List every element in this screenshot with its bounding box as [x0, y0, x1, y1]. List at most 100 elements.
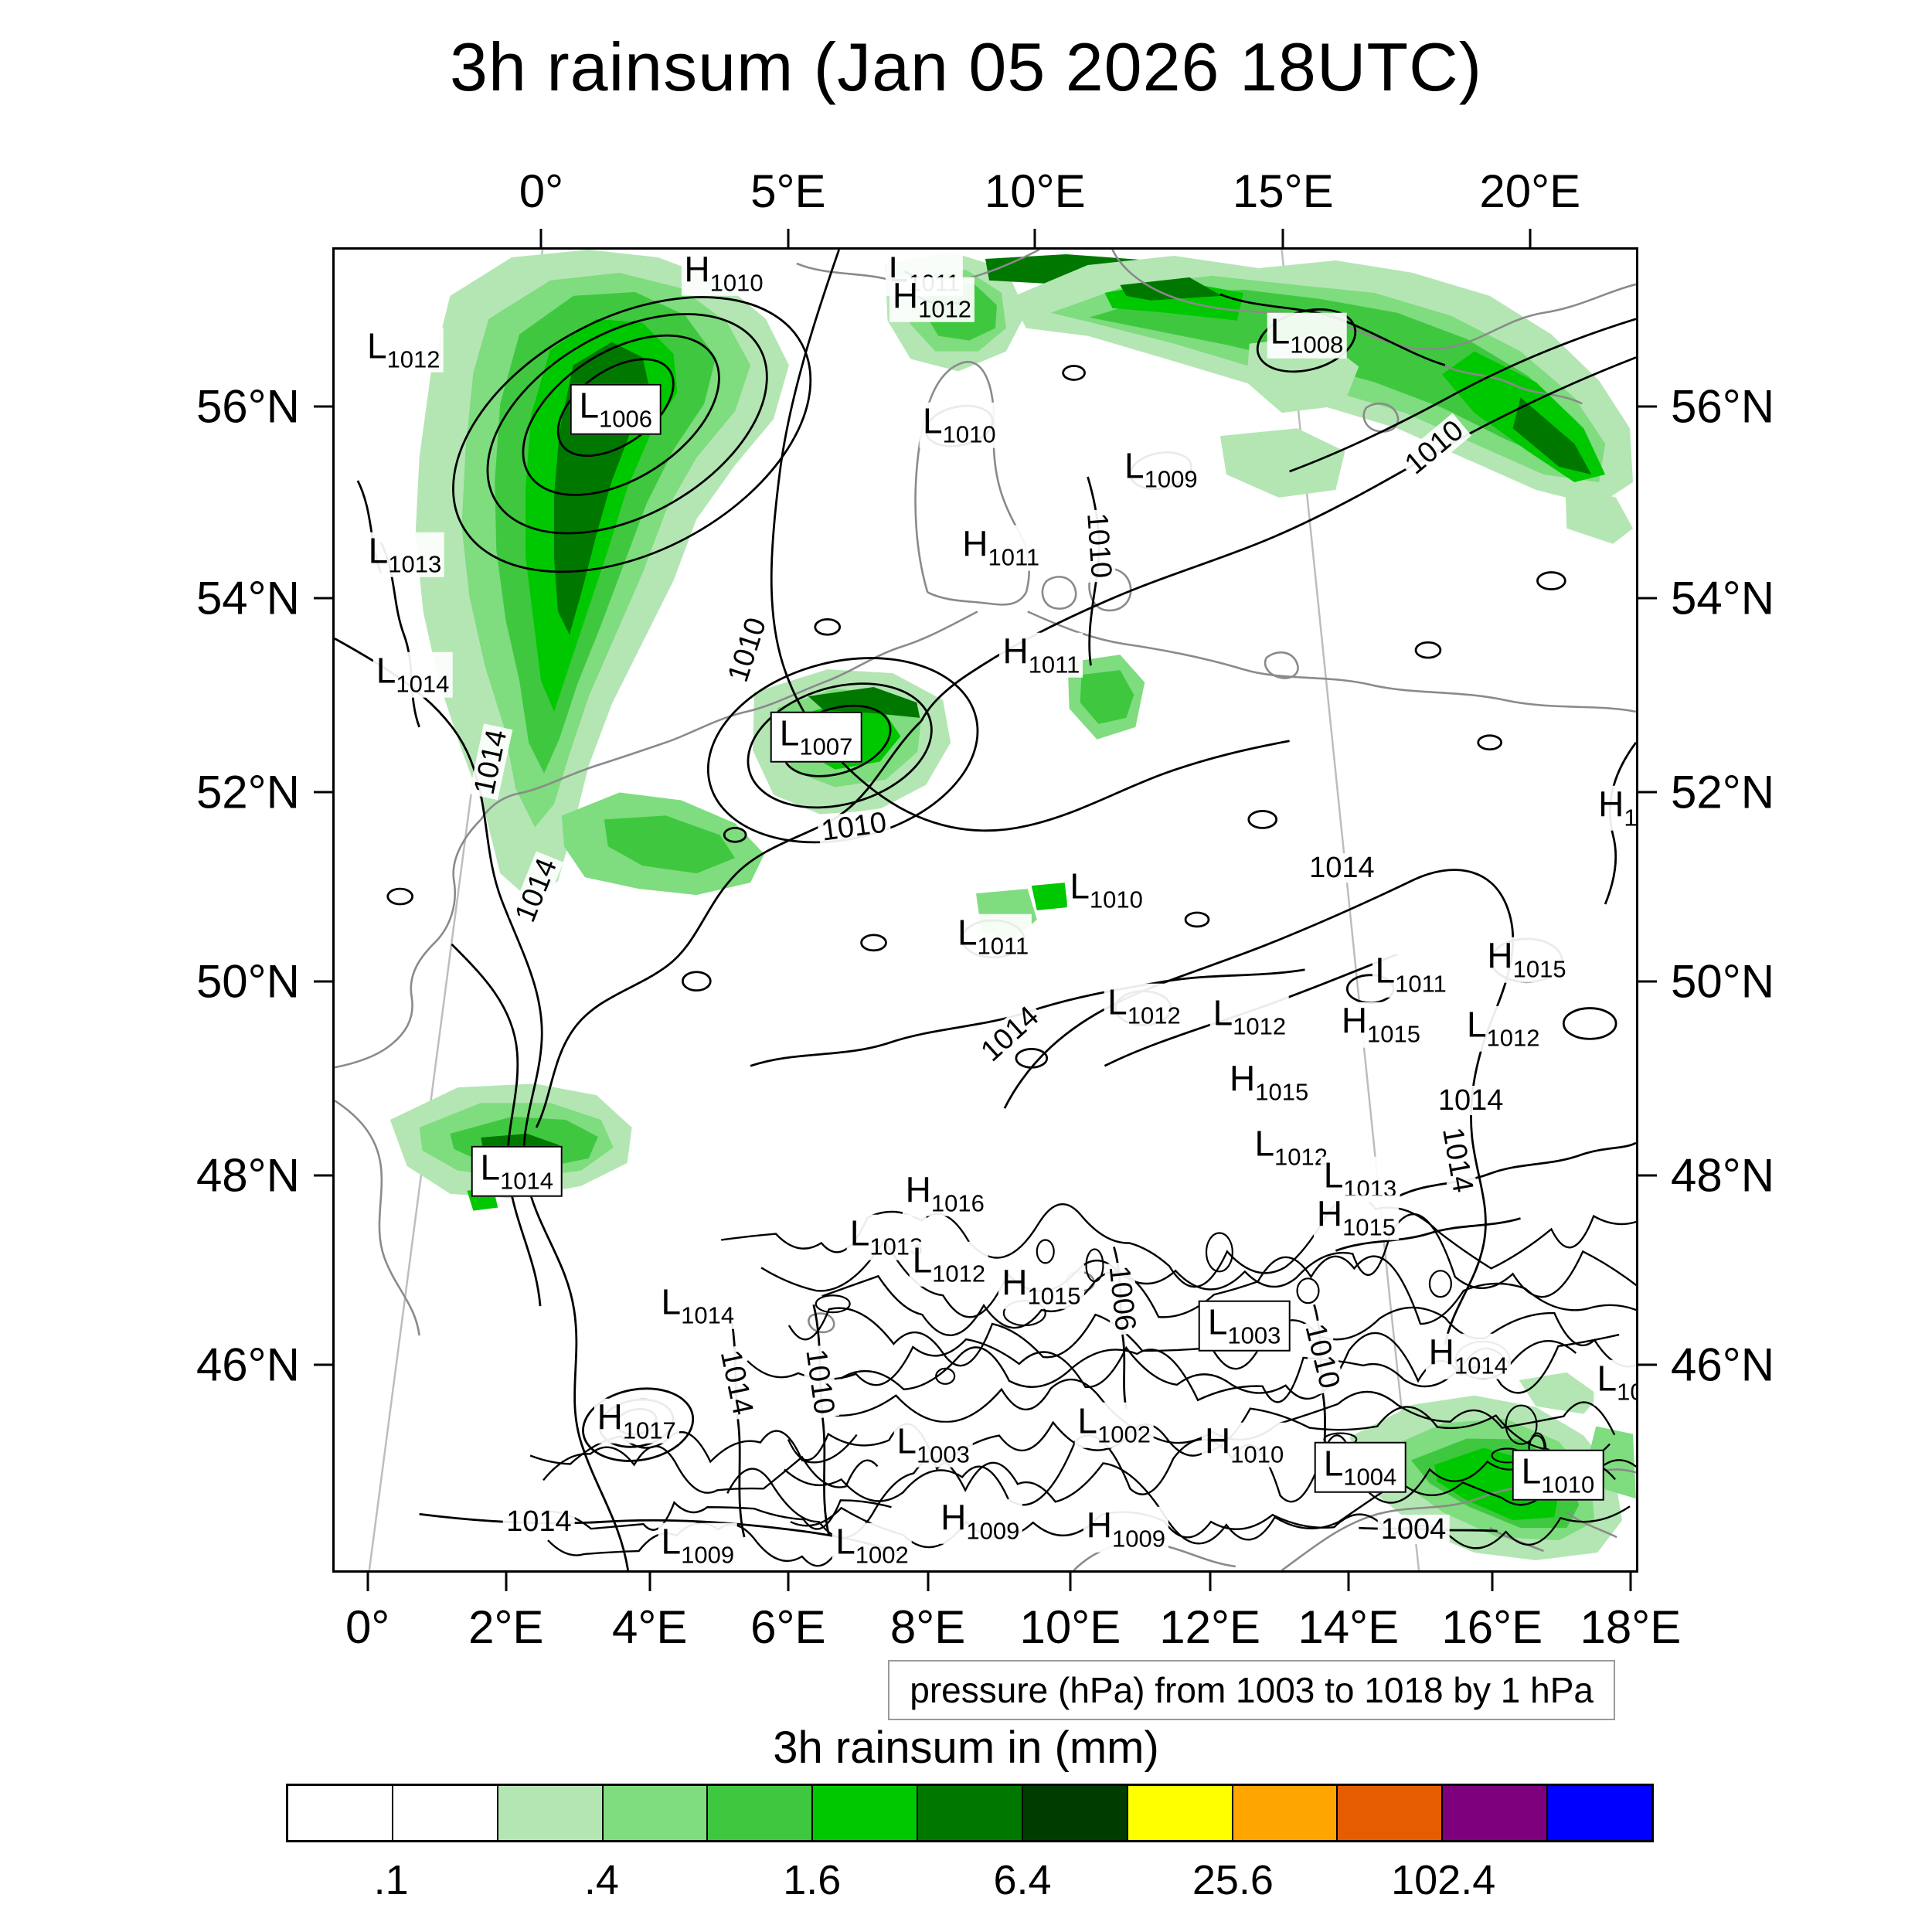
pressure-value: 1008	[1290, 331, 1344, 359]
pressure-letter: L	[835, 1521, 855, 1562]
pressure-value: 1010	[1541, 1471, 1595, 1498]
pressure-value: 1003	[1227, 1321, 1281, 1349]
contour-label: 1014	[1306, 852, 1378, 883]
axis-tick	[1638, 597, 1657, 600]
pressure-value: 1010	[1230, 1440, 1284, 1468]
contour-label: 1010	[722, 611, 773, 689]
pressure-value: 1009	[1144, 466, 1198, 494]
pressure-value: 1015	[1342, 1213, 1396, 1241]
axis-tick	[314, 405, 332, 408]
pressure-letter: H	[940, 1497, 967, 1538]
axis-tick	[314, 597, 332, 600]
pressure-value: 1014	[1454, 1352, 1508, 1379]
high-pressure-label: H1011	[959, 526, 1043, 571]
colorbar-segment	[1441, 1786, 1547, 1840]
pressure-letter: H	[1230, 1059, 1256, 1100]
axis-tick	[1638, 1174, 1657, 1176]
colorbar-segment	[288, 1786, 392, 1840]
colorbar-segment	[1231, 1786, 1337, 1840]
pressure-letter: H	[962, 523, 988, 564]
low-pressure-label: L101	[1594, 1360, 1636, 1406]
axis-tick-label: 46°N	[196, 1338, 300, 1391]
low-pressure-label: L1003	[893, 1422, 973, 1468]
low-pressure-label: L1002	[832, 1522, 912, 1568]
contour-label: 1014	[973, 999, 1047, 1070]
colorbar-tick-label: .4	[583, 1857, 619, 1903]
pressure-value: 1009	[681, 1541, 735, 1569]
pressure-letter: L	[376, 651, 396, 692]
low-pressure-label: L1006	[570, 383, 662, 436]
pressure-value: 1012	[1127, 1002, 1181, 1029]
low-pressure-label: L1002	[1074, 1403, 1154, 1448]
low-pressure-label: L1012	[363, 327, 444, 373]
contour-label: 1010	[1080, 509, 1117, 583]
pressure-letter: L	[1323, 1155, 1344, 1196]
low-pressure-label: L1013	[365, 532, 445, 578]
low-pressure-label: L1012	[1251, 1125, 1332, 1171]
colorbar-segment	[1336, 1786, 1442, 1840]
pressure-letter: L	[579, 385, 600, 426]
pressure-letter: L	[849, 1213, 870, 1254]
colorbar	[286, 1784, 1654, 1842]
pressure-value: 1010	[709, 269, 764, 297]
map-plot: L1012H1010L1011H1012L1008L1006L1010L1009…	[332, 247, 1638, 1573]
colorbar-segment	[706, 1786, 812, 1840]
pressure-letter: L	[923, 401, 943, 442]
axis-tick	[1638, 405, 1657, 408]
contour-label: 1014	[1436, 1121, 1479, 1198]
pressure-value: 1014	[396, 671, 450, 699]
axis-tick	[1491, 1573, 1494, 1591]
pressure-value: 1004	[1343, 1463, 1397, 1491]
pressure-value: 1012	[932, 1260, 986, 1287]
axis-tick	[787, 1573, 790, 1591]
colorbar-labels: .1 .4 1.6 6.4 25.6 102.4	[286, 1856, 1654, 1910]
pressure-letter: H	[1428, 1332, 1454, 1372]
contour-label: 1006	[1103, 1260, 1141, 1335]
pressure-letter: H	[597, 1396, 623, 1437]
pressure-letter: L	[1070, 866, 1090, 906]
pressure-value: 1015	[1255, 1079, 1309, 1107]
axis-tick	[366, 1573, 369, 1591]
pressure-letter: L	[1466, 1005, 1487, 1046]
low-pressure-label: L1010	[1512, 1449, 1604, 1502]
axis-tick-label: 16°E	[1441, 1601, 1543, 1653]
high-pressure-label: H1015	[1338, 1002, 1424, 1048]
pressure-value: 1010	[1089, 886, 1143, 913]
axis-tick-label: 56°N	[196, 380, 300, 433]
high-pressure-label: H1017	[594, 1396, 679, 1444]
high-pressure-label: H1009	[937, 1497, 1023, 1545]
axis-tick	[539, 229, 543, 247]
pressure-letter: L	[480, 1147, 501, 1188]
contour-label: 1014	[468, 723, 513, 801]
axis-tick-label: 0°	[345, 1601, 390, 1653]
page-title: 3h rainsum (Jan 05 2026 18UTC)	[450, 29, 1482, 105]
axis-tick	[1069, 1573, 1072, 1591]
pressure-letter: H	[1316, 1193, 1343, 1234]
pressure-letter: H	[1086, 1505, 1112, 1546]
pressure-caption: pressure (hPa) from 1003 to 1018 by 1 hP…	[888, 1660, 1615, 1720]
axis-tick-label: 56°N	[1671, 380, 1775, 433]
high-pressure-label: H1014	[1425, 1332, 1511, 1379]
pressure-value: 1012	[1233, 1012, 1287, 1040]
low-pressure-label: L1012	[1209, 994, 1290, 1040]
contour-label: 1014	[503, 1506, 575, 1536]
axis-tick-label: 48°N	[196, 1149, 300, 1201]
contour-label: 1010	[799, 1344, 841, 1420]
pressure-value: 1012	[1486, 1025, 1540, 1053]
contour-label: 1014	[1434, 1085, 1507, 1115]
contour-label: 1014	[714, 1345, 760, 1421]
colorbar-segment	[1126, 1786, 1232, 1840]
low-pressure-label: L1012	[1104, 984, 1184, 1029]
axis-tick	[1209, 1573, 1212, 1591]
axis-tick-label: 5°E	[750, 165, 826, 217]
low-pressure-label: L1010	[920, 403, 999, 448]
axis-tick-label: 0°	[519, 165, 564, 217]
high-pressure-label: H1016	[902, 1171, 988, 1217]
high-pressure-label: H1012	[889, 277, 975, 323]
pressure-value: 1012	[1274, 1143, 1328, 1171]
pressure-letter: L	[1323, 1443, 1344, 1484]
axis-tick-label: 54°N	[196, 572, 300, 624]
pressure-letter: L	[912, 1240, 933, 1281]
axis-tick	[314, 791, 332, 794]
low-pressure-label: L1012	[1463, 1005, 1543, 1053]
